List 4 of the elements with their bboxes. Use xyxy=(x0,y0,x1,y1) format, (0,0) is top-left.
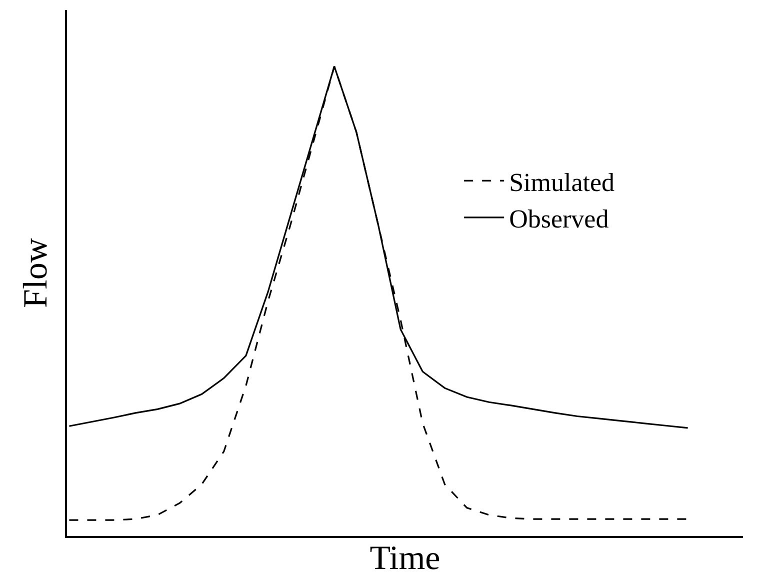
legend-label: Simulated xyxy=(509,168,615,197)
x-axis-title: Time xyxy=(370,540,440,577)
y-axis-title: Flow xyxy=(17,238,54,308)
legend-label: Observed xyxy=(509,204,609,234)
